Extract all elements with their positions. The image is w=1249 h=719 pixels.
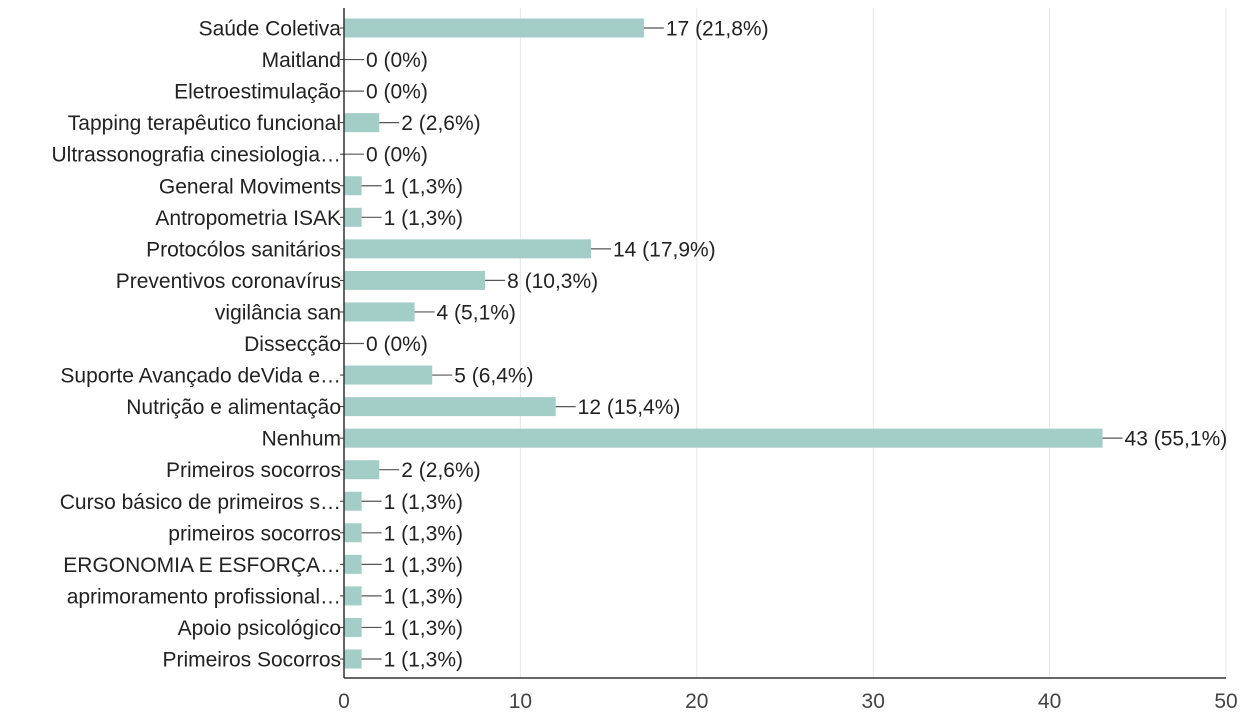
category-label: General Moviments: [159, 175, 341, 198]
bar-value-label: 2 (2,6%): [401, 459, 480, 482]
x-tick-label: 10: [509, 690, 532, 713]
bar-value-label: 1 (1,3%): [384, 491, 463, 514]
bar-value-label: 1 (1,3%): [384, 207, 463, 230]
category-label: Apoio psicológico: [178, 617, 341, 640]
bar: [344, 18, 644, 38]
axes: [340, 8, 1226, 679]
bar-value-label: 17 (21,8%): [666, 18, 769, 41]
bar-value-label: 1 (1,3%): [384, 585, 463, 608]
bar-value-label: 1 (1,3%): [384, 649, 463, 672]
x-tick-label: 30: [862, 690, 885, 713]
labels: 0 10 20 30 40 50 17 (21,8%) Saúde Coletiva 0 (0%…: [52, 18, 1238, 714]
x-tick-label: 20: [685, 690, 708, 713]
category-label: ERGONOMIA E ESFORÇA…: [63, 554, 341, 577]
bar-value-label: 5 (6,4%): [454, 365, 533, 388]
bar-value-label: 0 (0%): [366, 81, 428, 104]
bar: [344, 428, 1103, 448]
bar-value-label: 14 (17,9%): [613, 238, 716, 261]
category-label: Primeiros Socorros: [162, 649, 341, 672]
bar: [344, 113, 380, 133]
x-tick-label: 50: [1214, 690, 1237, 713]
bar: [344, 460, 380, 480]
bar-value-label: 1 (1,3%): [384, 522, 463, 545]
category-label: Antropometria ISAK: [155, 207, 341, 230]
bar-value-label: 2 (2,6%): [401, 112, 480, 135]
bar: [344, 617, 362, 637]
category-label: Nutrição e alimentação: [126, 396, 341, 419]
gridlines: [519, 8, 1227, 678]
category-label: Maitland: [262, 49, 341, 72]
bar: [344, 649, 362, 669]
bar: [344, 270, 486, 290]
bar: [344, 302, 415, 322]
category-label: aprimoramento profissional…: [67, 585, 341, 608]
bar: [344, 207, 362, 227]
x-tick-label: 0: [338, 690, 350, 713]
bar: [344, 176, 362, 196]
bars: [344, 18, 1123, 669]
category-label: Nenhum: [262, 428, 341, 451]
bar-value-label: 8 (10,3%): [507, 270, 598, 293]
category-label: Preventivos coronavírus: [116, 270, 341, 293]
category-label: vigilância san: [215, 301, 341, 324]
bar: [344, 365, 433, 385]
category-label: Primeiros socorros: [166, 459, 341, 482]
category-label: Protocólos sanitários: [146, 238, 341, 261]
bar-value-label: 0 (0%): [366, 333, 428, 356]
category-label: Curso básico de primeiros s…: [60, 491, 341, 514]
bar-value-label: 0 (0%): [366, 144, 428, 167]
category-label: Saúde Coletiva: [199, 18, 342, 41]
bar: [344, 523, 362, 543]
category-label: primeiros socorros: [168, 522, 341, 545]
bar-value-label: 43 (55,1%): [1125, 428, 1228, 451]
bar-value-label: 1 (1,3%): [384, 175, 463, 198]
bar: [344, 586, 362, 606]
bar: [344, 397, 556, 417]
category-label: Dissecção: [244, 333, 341, 356]
bar-value-label: 0 (0%): [366, 49, 428, 72]
bar-value-label: 12 (15,4%): [578, 396, 681, 419]
bar: [344, 554, 362, 574]
bar: [344, 239, 591, 259]
bar-value-label: 4 (5,1%): [437, 301, 516, 324]
bar-value-label: 1 (1,3%): [384, 554, 463, 577]
bar: [344, 491, 362, 511]
category-label: Eletroestimulação: [174, 81, 341, 104]
category-label: Ultrassonografia cinesiologia…: [52, 144, 341, 167]
category-label: Tapping terapêutico funcional: [68, 112, 341, 135]
x-tick-label: 40: [1038, 690, 1061, 713]
bar-value-label: 1 (1,3%): [384, 617, 463, 640]
category-label: Suporte Avançado deVida e…: [60, 365, 341, 388]
